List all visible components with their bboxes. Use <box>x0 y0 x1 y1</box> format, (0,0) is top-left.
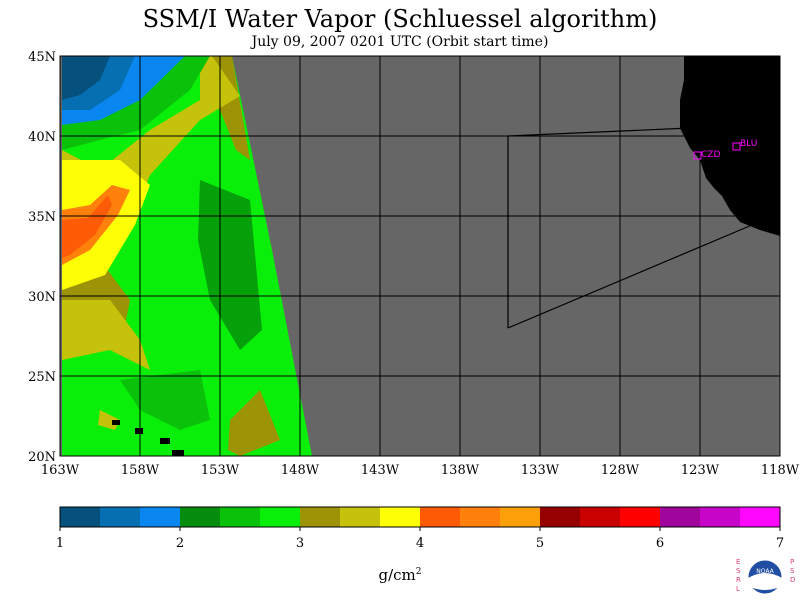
lon-label: 123W <box>681 463 720 478</box>
legend-swatch <box>460 507 501 527</box>
noaa-text: NOAA <box>756 568 774 575</box>
station-label-blu: BLU <box>740 139 757 149</box>
legend-swatch <box>740 507 781 527</box>
lat-label: 45N <box>28 50 56 65</box>
lon-label: 143W <box>361 463 400 478</box>
legend-tick-label: 1 <box>56 536 64 551</box>
units-label: g/cm2 <box>360 566 440 584</box>
lat-label: 20N <box>28 450 56 465</box>
map-subtitle: July 09, 2007 0201 UTC (Orbit start time… <box>251 34 549 50</box>
lon-label: 138W <box>441 463 480 478</box>
station-marker-czd <box>693 151 702 160</box>
legend-swatch <box>500 507 541 527</box>
legend-swatch <box>300 507 341 527</box>
legend-tick-label: 5 <box>536 536 544 551</box>
graticule <box>60 56 780 456</box>
legend-swatch <box>100 507 141 527</box>
lon-label: 153W <box>201 463 240 478</box>
station-markers: BLU CZD <box>693 139 757 160</box>
latitude-labels: 45N 40N 35N 30N 25N 20N <box>28 50 56 465</box>
land-mass <box>680 56 780 236</box>
color-legend <box>59 506 781 531</box>
station-label-czd: CZD <box>701 150 720 160</box>
lon-label: 163W <box>41 463 80 478</box>
water-vapor-swath <box>62 56 312 456</box>
legend-tick-label: 7 <box>776 536 784 551</box>
legend-swatch <box>580 507 621 527</box>
lon-label: 158W <box>121 463 160 478</box>
longitude-labels: 163W 158W 153W 148W 143W 138W 133W 128W 123W 118W <box>41 463 800 478</box>
units-exponent: 2 <box>415 567 422 577</box>
lat-label: 25N <box>28 370 56 385</box>
lat-label: 30N <box>28 290 56 305</box>
map-title: SSM/I Water Vapor (Schluessel algorithm) <box>142 5 658 33</box>
hawaii-islands <box>112 420 184 456</box>
legend-swatch <box>540 507 581 527</box>
units-text: g/cm <box>378 566 416 584</box>
lat-label: 35N <box>28 210 56 225</box>
legend-swatch <box>340 507 381 527</box>
lon-label: 148W <box>281 463 320 478</box>
lon-label: 133W <box>521 463 560 478</box>
legend-swatch <box>660 507 701 527</box>
legend-tick-label: 3 <box>296 536 304 551</box>
lon-label: 118W <box>761 463 800 478</box>
legend-tick-label: 4 <box>416 536 424 551</box>
legend-tick-label: 6 <box>656 536 664 551</box>
legend-swatch <box>420 507 461 527</box>
legend-swatch <box>620 507 661 527</box>
lat-label: 40N <box>28 130 56 145</box>
map-frame <box>59 55 781 457</box>
station-marker-blu <box>732 142 741 151</box>
legend-swatch <box>220 507 261 527</box>
legend-swatch <box>60 507 101 527</box>
legend-swatch <box>260 507 301 527</box>
color-legend-ticks: 1 2 3 4 5 6 7 <box>56 536 784 551</box>
legend-swatch <box>380 507 421 527</box>
legend-swatch <box>180 507 221 527</box>
legend-swatch <box>140 507 181 527</box>
legend-swatch <box>700 507 741 527</box>
legend-tick-label: 2 <box>176 536 184 551</box>
lon-label: 128W <box>601 463 640 478</box>
